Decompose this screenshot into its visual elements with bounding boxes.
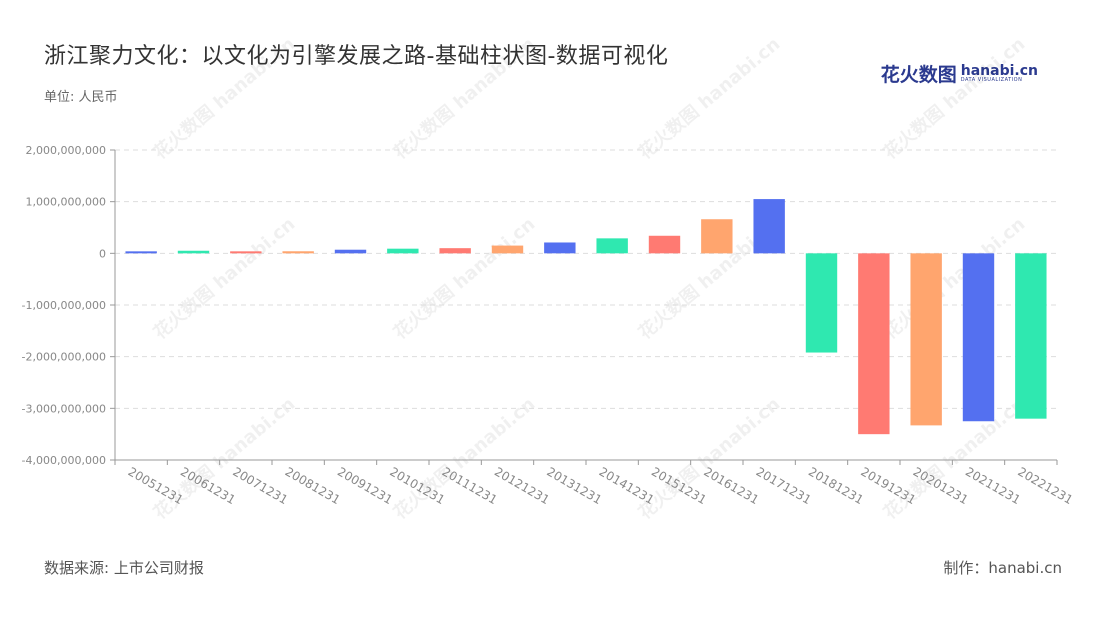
bar[interactable] [491, 245, 524, 254]
bar[interactable] [858, 253, 890, 435]
y-tick-label: 2,000,000,000 [26, 144, 106, 157]
unit-label: 单位: 人民币 [44, 90, 118, 105]
watermark-text: 花火数图 hanabi.cn [879, 213, 1029, 344]
bar[interactable] [387, 248, 419, 254]
watermark-text: 花火数图 hanabi.cn [879, 393, 1029, 524]
chart-title: 浙江聚力文化：以文化为引擎发展之路-基础柱状图-数据可视化 [44, 44, 669, 69]
bar[interactable] [701, 219, 733, 254]
y-tick-label: 1,000,000,000 [26, 196, 106, 209]
brand-logo-tagline: DATA VISUALIZATION [960, 77, 1023, 83]
data-source: 数据来源: 上市公司财报 [44, 559, 204, 577]
brand-logo: 花火数图 hanabi.cn DATA VISUALIZATION [881, 60, 1038, 87]
x-tick-label: 20091231 [335, 464, 395, 507]
bar[interactable] [125, 251, 157, 254]
x-tick-label: 20121231 [492, 464, 552, 507]
y-axis: 2,000,000,000 1,000,000,000 0 -1,000,000,00… [22, 144, 116, 467]
brand-logo-en-wrap: hanabi.cn DATA VISUALIZATION [961, 64, 1038, 83]
watermark-text: 花火数图 hanabi.cn [634, 393, 784, 524]
bar[interactable] [596, 238, 628, 254]
y-tick-label: -3,000,000,000 [22, 402, 106, 415]
x-tick-label: 20181231 [806, 464, 866, 507]
x-tick-label: 20161231 [701, 464, 761, 507]
bar[interactable] [334, 249, 367, 254]
watermark-text: 花火数图 hanabi.cn [389, 393, 539, 524]
bars-group [125, 199, 1047, 435]
watermark-text: 花火数图 hanabi.cn [149, 213, 299, 344]
x-tick-label: 20111231 [440, 464, 500, 507]
brand-logo-en: hanabi.cn [960, 63, 1038, 79]
bar[interactable] [753, 199, 785, 254]
bar[interactable] [177, 250, 210, 254]
bar[interactable] [962, 253, 995, 422]
x-tick-label: 20221231 [1015, 464, 1075, 507]
x-tick-label: 20141231 [597, 464, 657, 507]
watermark-layer: 花火数图 hanabi.cn 花火数图 hanabi.cn 花火数图 hanabi.… [149, 33, 1029, 524]
bar[interactable] [544, 242, 576, 254]
bar[interactable] [648, 235, 681, 254]
y-tick-label: 0 [99, 247, 106, 260]
watermark-text: 花火数图 hanabi.cn [149, 33, 299, 164]
watermark-text: 花火数图 hanabi.cn [634, 33, 784, 164]
x-tick-label: 20071231 [230, 464, 290, 507]
brand-logo-cn: 花火数图 [880, 64, 957, 86]
x-tick-label: 20081231 [283, 464, 343, 507]
watermark-text: 花火数图 hanabi.cn [389, 213, 539, 344]
watermark-text: 花火数图 hanabi.cn [389, 33, 539, 164]
bar[interactable] [230, 251, 262, 254]
watermark-text: 花火数图 hanabi.cn [149, 393, 299, 524]
y-tick-label: -4,000,000,000 [22, 454, 106, 467]
y-tick-label: -1,000,000,000 [22, 299, 106, 312]
bar[interactable] [1015, 253, 1047, 419]
bar[interactable] [805, 253, 838, 353]
credit: 制作：hanabi.cn [943, 559, 1062, 577]
x-tick-label: 20211231 [963, 464, 1023, 507]
x-tick-label: 20171231 [754, 464, 814, 507]
bar[interactable] [910, 253, 942, 426]
y-tick-label: -2,000,000,000 [22, 351, 106, 364]
bar[interactable] [282, 251, 314, 254]
bar[interactable] [439, 248, 471, 254]
x-tick-label: 20131231 [544, 464, 604, 507]
watermark-text: 花火数图 hanabi.cn [879, 33, 1029, 164]
